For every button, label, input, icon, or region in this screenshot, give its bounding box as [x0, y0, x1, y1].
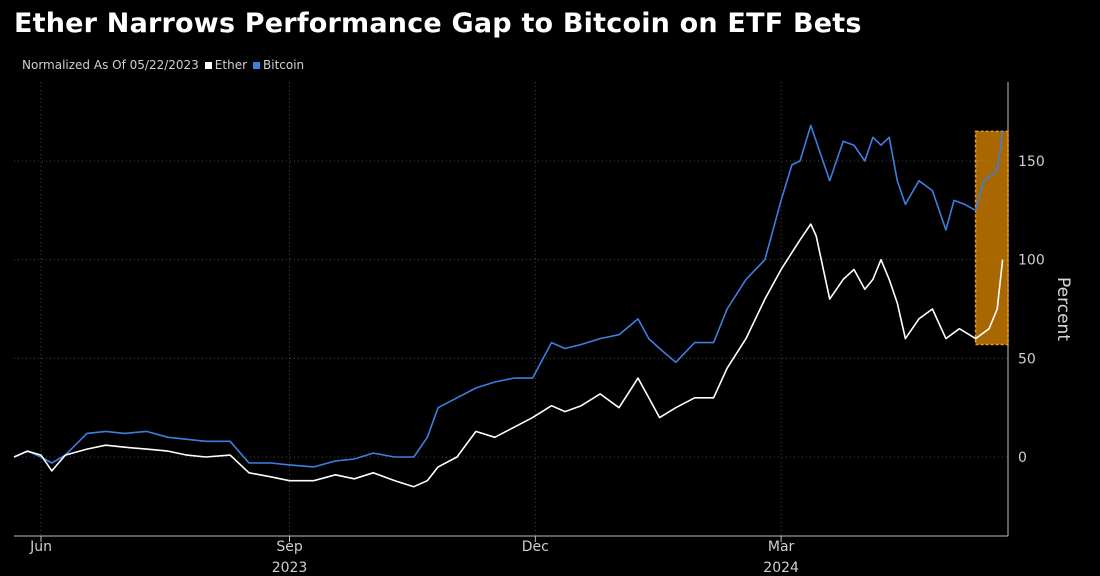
- series-line-bitcoin: [13, 124, 1004, 468]
- y-tick-label: 100: [1018, 253, 1045, 269]
- x-tick-label: Mar: [768, 539, 795, 555]
- legend-label-bitcoin: Bitcoin: [263, 58, 305, 72]
- legend-item-ether: Ether: [204, 58, 248, 72]
- x-tick-year-label: 2024: [763, 560, 799, 576]
- legend-swatch-bitcoin: [253, 61, 261, 69]
- series-line-ether: [13, 223, 1004, 488]
- y-axis-title: Percent: [1053, 277, 1073, 341]
- legend: Normalized As Of 05/22/2023 Ether Bitcoi…: [22, 58, 304, 72]
- legend-swatch-ether: [204, 61, 212, 69]
- highlight-box: [974, 130, 1009, 346]
- chart-title: Ether Narrows Performance Gap to Bitcoin…: [14, 8, 862, 39]
- y-tick-label: 0: [1018, 450, 1027, 466]
- legend-subtitle: Normalized As Of 05/22/2023: [22, 58, 199, 72]
- x-tick-label: Sep: [276, 539, 303, 555]
- x-tick-label: Jun: [29, 539, 52, 555]
- y-tick-label: 50: [1018, 351, 1036, 367]
- x-tick-label: Dec: [522, 539, 549, 555]
- y-tick-label: 150: [1018, 154, 1045, 170]
- legend-label-ether: Ether: [214, 58, 248, 72]
- x-tick-year-label: 2023: [272, 560, 308, 576]
- legend-item-bitcoin: Bitcoin: [253, 58, 304, 72]
